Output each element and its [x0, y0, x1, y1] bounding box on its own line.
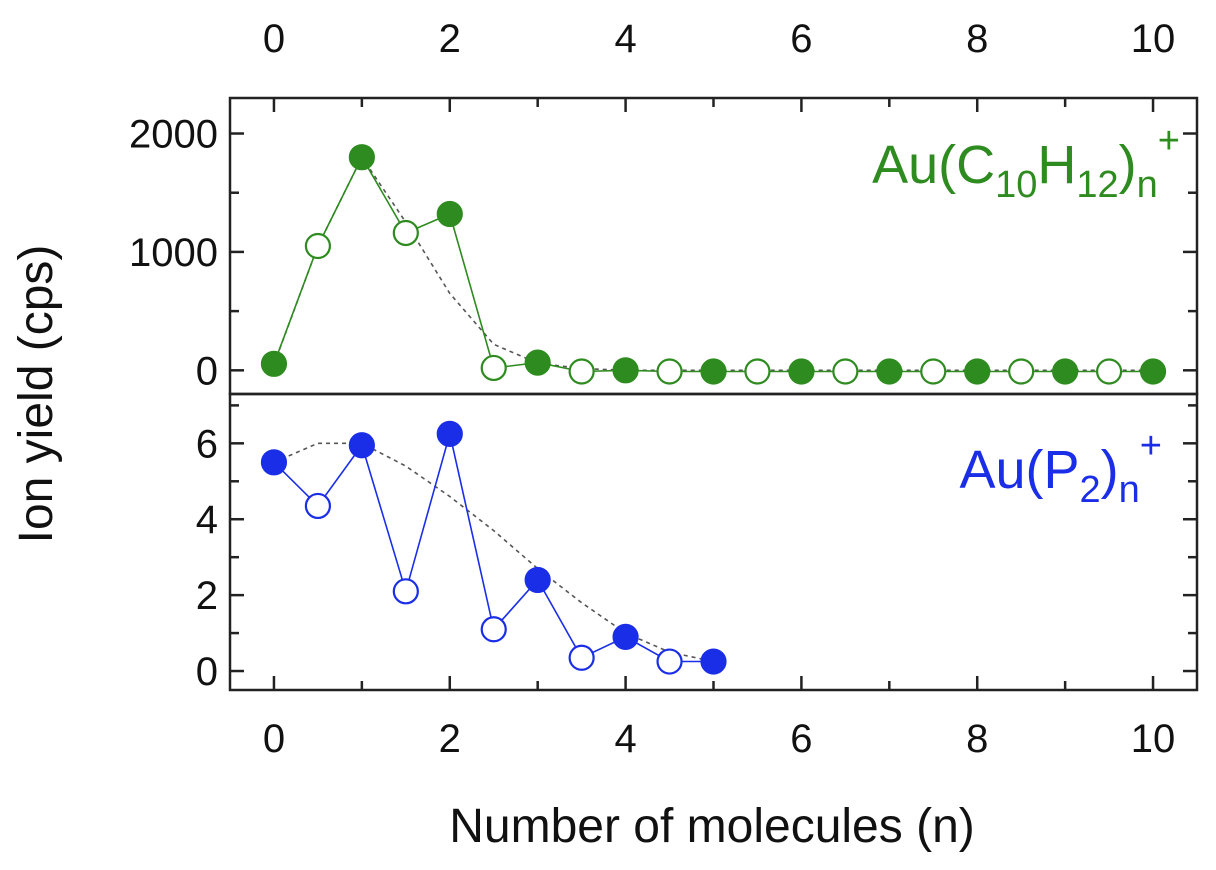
series-label-part: ) — [1101, 440, 1119, 500]
y-axis-title: Ion yield (cps) — [10, 245, 63, 544]
y-tick-label: 0 — [196, 650, 218, 694]
bottom-x-tick-label: 10 — [1131, 717, 1176, 761]
data-point-open — [568, 358, 595, 385]
y-tick-label: 2 — [196, 574, 218, 618]
bottom-x-tick-label: 0 — [263, 717, 285, 761]
bottom-x-tick-label: 8 — [966, 717, 988, 761]
data-point-filled — [524, 566, 551, 594]
data-point-filled — [524, 349, 551, 376]
series-label-part: + — [1158, 120, 1180, 162]
series-label: Au(C10H12)n+ — [872, 120, 1180, 206]
data-point-open — [392, 219, 419, 247]
series-label-part: Au(P — [959, 440, 1079, 500]
data-point-filled — [348, 432, 375, 459]
bottom-x-axis: 0 2 4 6 8 10 — [263, 676, 1175, 761]
data-point-filled — [700, 358, 727, 385]
data-point-filled — [436, 420, 463, 447]
data-point-open — [656, 648, 683, 675]
series-label-part: n — [1137, 164, 1158, 206]
data-point-filled — [612, 623, 639, 650]
data-point-open — [1095, 358, 1123, 385]
x-axis-title: Number of molecules (n) — [449, 800, 975, 853]
data-point-filled — [964, 358, 991, 385]
data-point-open — [920, 358, 947, 385]
data-point-filled — [700, 648, 727, 675]
data-point-filled — [788, 358, 815, 385]
data-point-filled — [876, 358, 903, 385]
data-point-open — [392, 578, 419, 605]
bottom-x-tick-label: 6 — [790, 717, 812, 761]
data-point-filled — [1052, 358, 1079, 385]
top-x-tick-label: 2 — [439, 17, 461, 61]
series-label-part: ) — [1119, 135, 1137, 195]
data-point-filled — [348, 144, 375, 171]
top-x-tick-label: 6 — [790, 17, 812, 61]
y-tick-label: 4 — [196, 498, 218, 542]
y-tick-label: 6 — [196, 422, 218, 466]
data-point-filled — [260, 350, 288, 377]
series-label-part: 2 — [1080, 469, 1101, 511]
top-x-tick-label: 8 — [966, 17, 988, 61]
data-point-filled — [260, 449, 288, 476]
y-tick-label: 1000 — [129, 231, 218, 275]
data-point-open — [480, 616, 507, 643]
panel-au-c10h12: 0 1000 2000 Au(C10H12)n+ — [129, 96, 1199, 396]
bottom-x-tick-label: 4 — [614, 717, 636, 761]
data-point-open — [744, 358, 771, 385]
data-point-filled — [436, 200, 463, 228]
data-point-open — [656, 358, 683, 385]
y-tick-label: 2000 — [129, 113, 218, 157]
data-point-open — [1008, 358, 1035, 385]
data-point-filled — [612, 357, 639, 384]
series-label-part: n — [1119, 469, 1140, 511]
trend-line — [273, 442, 714, 663]
top-x-tick-label: 4 — [614, 17, 636, 61]
data-point-open — [832, 358, 859, 385]
top-x-tick-label: 0 — [263, 17, 285, 61]
data-point-open — [480, 354, 507, 382]
trend-line — [273, 155, 1153, 372]
series-label-part: + — [1140, 425, 1162, 467]
series-label-part: Au(C — [872, 135, 995, 195]
top-x-tick-label: 10 — [1131, 17, 1176, 61]
series-label-part: 10 — [995, 164, 1037, 206]
data-point-filled — [1139, 358, 1167, 385]
data-point-open — [304, 232, 332, 260]
data-point-open — [304, 492, 332, 520]
series-label: Au(P2)n+ — [959, 425, 1162, 511]
data-point-open — [568, 644, 595, 671]
series-label-part: 12 — [1076, 164, 1118, 206]
panel-frame — [228, 392, 1199, 692]
bottom-x-tick-label: 2 — [439, 717, 461, 761]
top-x-axis: 0 2 4 6 8 10 — [263, 17, 1175, 112]
y-tick-label: 0 — [196, 349, 218, 393]
series-label-part: H — [1037, 135, 1076, 195]
